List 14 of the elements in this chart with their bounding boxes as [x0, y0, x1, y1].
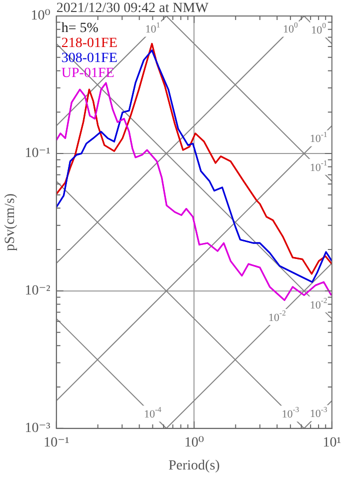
- series-label: UP-01FE: [61, 66, 114, 81]
- x-tick-label: 10¹: [322, 435, 342, 450]
- y-tick-label: 10⁻¹: [24, 146, 50, 162]
- x-axis-title: Period(s): [168, 458, 220, 474]
- series-label: 308-01FE: [61, 51, 118, 66]
- chart-title: 2021/12/30 09:42 at NMW: [56, 1, 210, 16]
- x-tick-label: 10⁰: [184, 435, 204, 450]
- y-tick-label: 10⁰: [30, 8, 51, 24]
- annotation: h= 5%: [61, 21, 99, 36]
- y-tick-label: 10⁻²: [24, 284, 50, 299]
- y-tick-label: 10⁻³: [24, 421, 50, 436]
- x-tick-label: 10⁻¹: [44, 435, 70, 450]
- text: 218-01FE: [61, 36, 118, 51]
- y-axis-title: pSv(cm/s): [3, 193, 18, 251]
